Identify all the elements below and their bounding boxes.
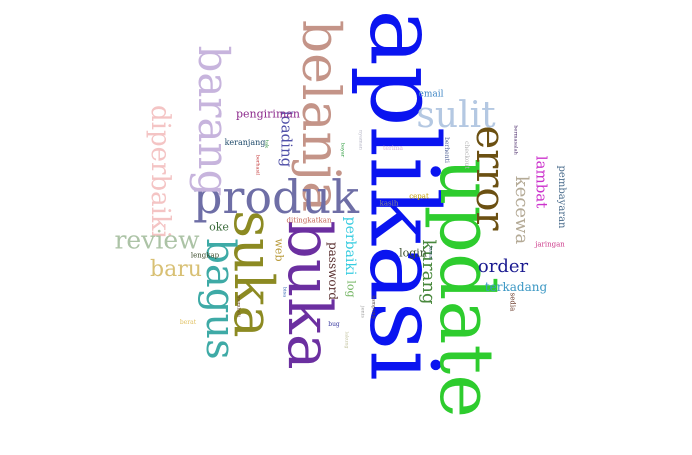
word-bisa: bisa — [281, 286, 288, 298]
word-berat: berat — [179, 319, 197, 326]
word-nyaman: nyaman — [357, 130, 364, 150]
word-pengiriman: pengiriman — [235, 107, 301, 121]
word-perbaiki: perbaiki — [342, 216, 358, 276]
word-produk: produk — [192, 170, 360, 224]
word-error: error — [467, 125, 513, 231]
word-baru: baru — [150, 257, 202, 282]
word-membeli: membeli — [235, 295, 242, 317]
word-berhenti: berhenti — [443, 137, 450, 163]
word-email: email — [418, 89, 444, 100]
word-barang: barang — [189, 45, 238, 197]
word-bug: bug — [328, 321, 340, 328]
word-checkout: checkout — [463, 141, 470, 169]
word-kecewa: kecewa — [511, 175, 532, 245]
word-password: password — [326, 241, 340, 301]
word-bermasalah: bermasalah — [512, 125, 519, 155]
word-cepat: cepat — [409, 192, 429, 201]
word-keranjang: keranjang — [224, 138, 266, 147]
word-ditingkatkan: ditingkatkan — [286, 216, 332, 225]
word-review: review — [114, 225, 200, 255]
word-web: web — [272, 238, 286, 262]
word-login: login — [399, 246, 427, 260]
word-terkadang: terkadang — [484, 280, 548, 294]
word-bayar: bayar — [339, 142, 346, 158]
word-diperbaiki: diperbaiki — [145, 105, 175, 239]
word-kampung: kampung — [370, 295, 377, 319]
word-tak: tak — [263, 139, 270, 149]
word-kasih: kasih — [379, 199, 399, 208]
word-order: order — [477, 256, 529, 277]
word-lakung: lakung — [343, 331, 350, 349]
word-pembayaran: pembayaran — [556, 165, 567, 229]
word-lengkap: lengkap — [190, 251, 220, 260]
word-oke: oke — [209, 220, 229, 234]
word-sulit: sulit — [416, 95, 496, 136]
word-berhasil: berhasil — [254, 154, 261, 176]
word-terima: terima — [382, 145, 404, 152]
word-log: log — [344, 280, 358, 298]
word-jaringan: jaringan — [535, 240, 565, 249]
word-lambat: lambat — [532, 155, 551, 209]
word-jenis: jenis — [359, 306, 366, 318]
word-kenal: kenal — [427, 246, 434, 260]
word-sedia: sedia — [508, 292, 517, 312]
